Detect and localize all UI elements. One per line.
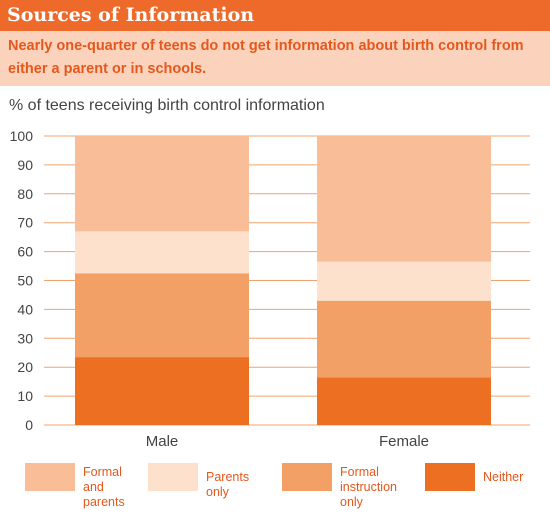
bar-male-formal-and-parents [75,136,249,232]
title-bar: Sources of Information [0,0,550,31]
bar-male-neither [75,357,249,425]
legend-swatch-formal-instruction-only [282,463,332,491]
bar-male-parents-only [75,231,249,274]
y-tick-label-30: 30 [17,330,33,346]
y-tick-label-50: 50 [17,273,33,289]
legend-swatch-formal-and-parents [25,463,75,491]
x-tick-label-female: Female [379,433,429,450]
bar-female-formal-instruction-only [317,300,491,378]
bar-male-formal-instruction-only [75,273,249,358]
y-tick-label-10: 10 [17,388,33,404]
legend-swatch-parents-only [148,463,198,491]
y-tick-label-100: 100 [10,128,34,144]
y-tick-label-80: 80 [17,186,33,202]
bar-female-neither [317,377,491,425]
bar-female-parents-only [317,261,491,301]
chart-subtitle: Nearly one-quarter of teens do not get i… [8,38,524,77]
x-tick-label-male: Male [146,433,179,450]
legend-label-neither: Neither [483,470,524,484]
chart-title: Sources of Information [7,4,255,26]
subtitle-box: Nearly one-quarter of teens do not get i… [0,31,550,86]
stacked-bar-chart: 0 10 20 30 40 50 60 70 80 90 100 Male Female [10,128,530,450]
y-tick-label-70: 70 [17,215,33,231]
legend-label-formal-instruction-only: Formal instruction only [340,465,397,509]
y-tick-label-90: 90 [17,157,33,173]
legend-label-parents-only: Parents only [206,470,250,499]
legend-swatch-neither [425,463,475,491]
bar-female-formal-and-parents [317,136,491,262]
y-tick-label-60: 60 [17,244,33,260]
legend-label-formal-and-parents: Formal and parents [83,465,125,509]
y-tick-label-40: 40 [17,301,33,317]
y-axis-title: % of teens receiving birth control infor… [9,97,325,114]
y-tick-label-20: 20 [17,359,33,375]
y-tick-label-0: 0 [25,417,33,433]
